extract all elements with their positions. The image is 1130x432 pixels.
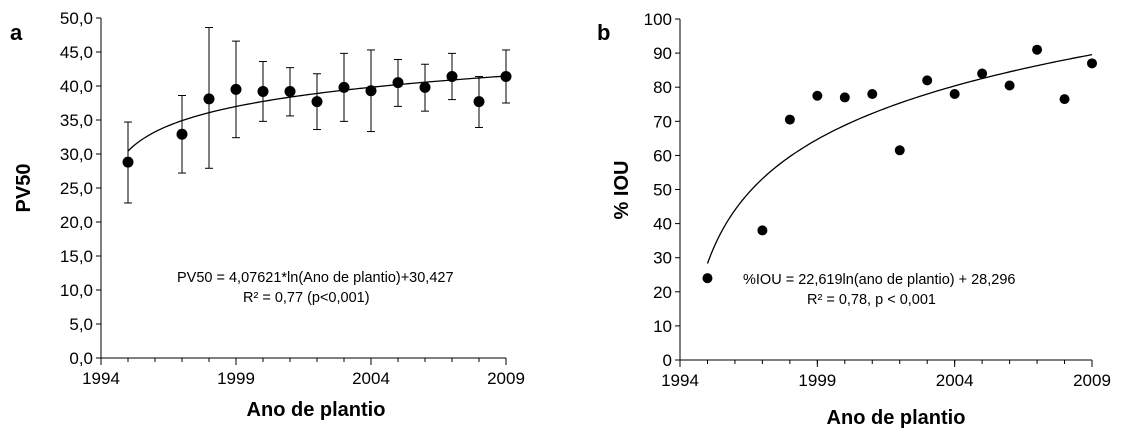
- y-tick-label: 60: [653, 146, 672, 165]
- panel-b-r-squared: R² = 0,78, p < 0,001: [807, 292, 936, 308]
- panel-a-r-squared: R² = 0,77 (p<0,001): [243, 290, 370, 306]
- data-point: [122, 156, 134, 168]
- y-tick-label: 45,0: [60, 43, 93, 62]
- data-point: [977, 68, 988, 79]
- data-point: [922, 75, 933, 86]
- y-tick-label: 50,0: [60, 9, 93, 28]
- x-tick-label: 1999: [798, 371, 836, 390]
- y-tick-label: 0,0: [69, 349, 93, 368]
- x-tick-label: 1999: [217, 369, 255, 388]
- data-point: [176, 128, 188, 140]
- panel-a-label: a: [10, 20, 23, 45]
- data-point: [839, 92, 850, 103]
- data-point: [812, 90, 823, 101]
- data-point: [365, 85, 377, 97]
- y-tick-label: 25,0: [60, 179, 93, 198]
- data-point: [311, 96, 323, 108]
- y-tick-label: 30,0: [60, 145, 93, 164]
- data-point: [949, 89, 960, 100]
- y-tick-label: 35,0: [60, 111, 93, 130]
- data-point: [1032, 44, 1043, 55]
- panel-b-equation: %IOU = 22,619ln(ano de plantio) + 28,296: [743, 272, 1015, 288]
- data-point: [1059, 94, 1070, 105]
- data-point: [1087, 58, 1097, 69]
- y-tick-label: 20,0: [60, 213, 93, 232]
- data-point: [867, 89, 878, 100]
- panel-b-plot-area: 0 10 20 30 40 50 60 70 80 90 100 1994 1999 2004 2009: [644, 10, 1111, 390]
- data-point: [473, 96, 485, 108]
- data-point: [446, 70, 458, 82]
- panel-a-plot-area: 0,0 5,0 10,0 15,0 20,0 25,0 30,0 35,0 40,0 45,0 50…: [60, 9, 525, 388]
- data-point: [203, 93, 215, 105]
- panel-b-y-axis-title: % IOU: [611, 161, 633, 220]
- x-tick-label: 2004: [936, 371, 974, 390]
- data-point: [338, 81, 350, 93]
- y-tick-label: 10,0: [60, 281, 93, 300]
- panel-a-y-axis-title: PV50: [13, 164, 35, 213]
- x-tick-label: 2009: [487, 369, 525, 388]
- y-tick-label: 0: [663, 351, 672, 370]
- y-tick-label: 80: [653, 78, 672, 97]
- trend-line: [706, 54, 1093, 264]
- y-tick-label: 70: [653, 112, 672, 131]
- data-point: [230, 83, 242, 95]
- y-tick-label: 40: [653, 215, 672, 234]
- data-point: [500, 70, 512, 82]
- y-tick-label: 20: [653, 283, 672, 302]
- data-point: [894, 145, 905, 156]
- y-tick-label: 40,0: [60, 77, 93, 96]
- data-point: [757, 225, 768, 236]
- data-point: [392, 77, 404, 89]
- y-tick-label: 10: [653, 317, 672, 336]
- panel-b-x-axis-title: Ano de plantio: [827, 407, 966, 429]
- y-tick-label: 30: [653, 249, 672, 268]
- panel-a: a 0,0 5,0 10,0 15,0 20,0 25,0 30,0 35,0 40,0 45,0…: [10, 9, 525, 421]
- panel-a-x-axis-title: Ano de plantio: [247, 399, 386, 421]
- x-tick-label: 2004: [352, 369, 390, 388]
- y-tick-label: 50: [653, 181, 672, 200]
- y-tick-label: 5,0: [69, 315, 93, 334]
- y-tick-label: 15,0: [60, 247, 93, 266]
- data-point: [702, 273, 713, 284]
- data-point: [784, 114, 795, 125]
- panel-b-label: b: [597, 20, 610, 45]
- x-tick-label: 1994: [82, 369, 120, 388]
- x-tick-label: 1994: [661, 371, 699, 390]
- y-tick-label: 100: [644, 10, 672, 29]
- data-point: [419, 81, 431, 93]
- panel-a-equation: PV50 = 4,07621*ln(Ano de plantio)+30,427: [177, 270, 454, 286]
- panel-b: b 0 10 20 30 40 50 60 70 80 90 100 1994 1999 2004 2009…: [597, 10, 1111, 429]
- data-point: [1004, 80, 1015, 91]
- x-tick-label: 2009: [1073, 371, 1111, 390]
- data-point: [257, 85, 269, 97]
- y-tick-label: 90: [653, 44, 672, 63]
- data-point: [284, 85, 296, 97]
